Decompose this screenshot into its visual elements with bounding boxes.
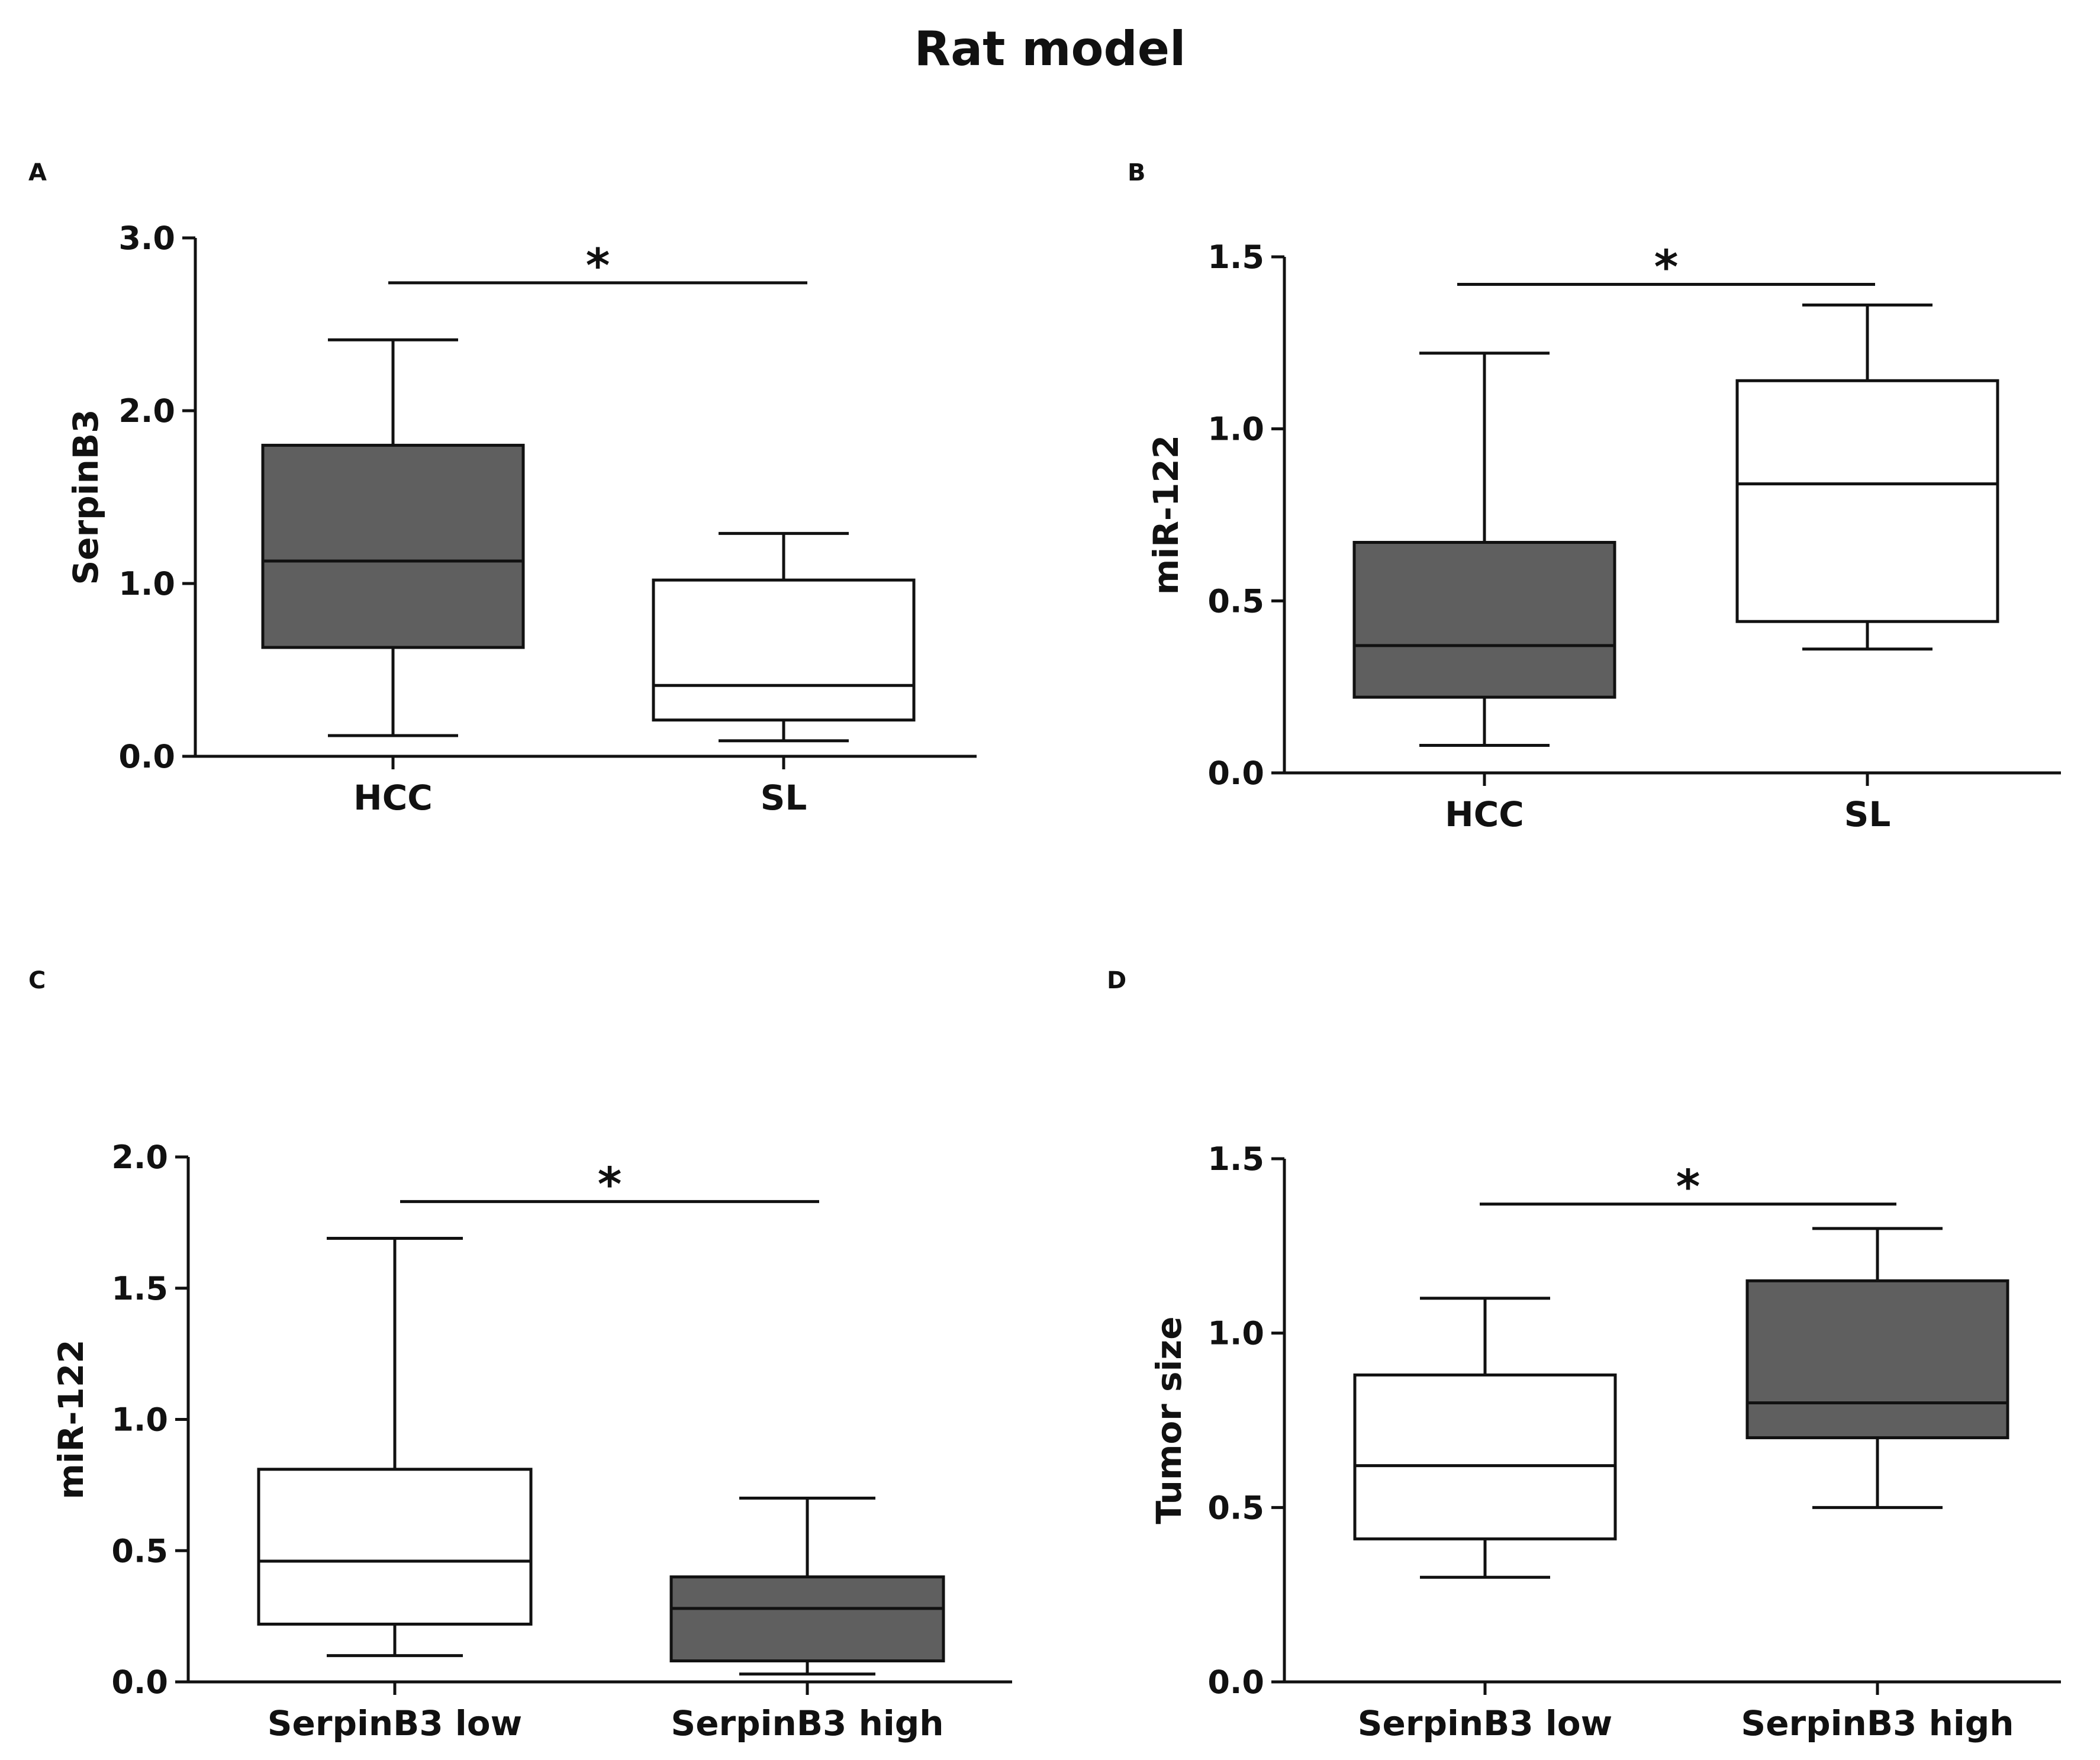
box-serpinb3-low [257, 1236, 533, 1658]
box-iqr [669, 1575, 945, 1663]
panel-a: A 0.0 1.0 2.0 3.0 SerpinB3 HCC SL * [28, 159, 977, 818]
panel-c: C 0.0 0.5 1.0 1.5 2.0 miR-122 SerpinB3 low Serpi… [28, 967, 1012, 1743]
x-tick-label: SL [761, 778, 807, 818]
y-tick-label: 0.0 [1207, 1664, 1264, 1701]
y-tick-label: 3.0 [118, 220, 175, 257]
figure-title: Rat model [914, 21, 1186, 76]
panel-b: B 0.0 0.5 1.0 1.5 miR-122 HCC SL * [1128, 159, 2061, 834]
box-iqr [1745, 1279, 2009, 1439]
panel-letter: D [1107, 967, 1126, 994]
y-tick-label: 0.0 [1207, 755, 1264, 792]
panel-letter: A [28, 159, 47, 186]
x-tick-label: HCC [1445, 794, 1524, 834]
box-sl [652, 531, 916, 743]
y-tick-label: 1.0 [111, 1401, 168, 1439]
box-iqr [1352, 541, 1616, 699]
panel-letter: B [1128, 159, 1146, 186]
y-tick-label: 1.5 [1207, 238, 1264, 276]
y-tick-label: 1.0 [1207, 411, 1264, 448]
x-tick-label: SerpinB3 low [268, 1703, 522, 1743]
box-sl [1735, 303, 1999, 651]
y-tick-label: 1.0 [118, 565, 175, 602]
y-tick-label: 2.0 [118, 392, 175, 430]
y-axis-label: Tumor size [1149, 1316, 1189, 1524]
y-tick-label: 1.5 [111, 1270, 168, 1307]
significance-star: * [1676, 1161, 1700, 1214]
y-tick-label: 2.0 [111, 1139, 168, 1176]
y-tick-label: 1.5 [1207, 1140, 1264, 1178]
x-tick-label: SerpinB3 high [671, 1703, 943, 1743]
panel-d: D 0.0 0.5 1.0 1.5 Tumor size SerpinB3 low Serpi… [1107, 967, 2061, 1743]
box-serpinb3-high [669, 1497, 945, 1676]
box-hcc [261, 338, 525, 737]
x-tick-label: HCC [353, 778, 433, 818]
y-axis-label: miR-122 [1146, 435, 1186, 595]
significance-star: * [598, 1158, 622, 1211]
y-tick-label: 0.0 [111, 1664, 168, 1701]
y-tick-label: 0.5 [1207, 1489, 1264, 1526]
significance-star: * [1654, 241, 1679, 295]
box-iqr [257, 1468, 533, 1626]
panels: A 0.0 1.0 2.0 3.0 SerpinB3 HCC SL * B 0.0 0.5 1.0 1.5… [28, 159, 2061, 1743]
box-serpinb3-high [1745, 1227, 2009, 1509]
x-tick-label: SerpinB3 high [1741, 1703, 2014, 1743]
panel-letter: C [28, 967, 46, 994]
y-axis-label: SerpinB3 [66, 410, 106, 585]
y-tick-label: 1.0 [1207, 1315, 1264, 1352]
box-iqr [261, 443, 525, 649]
box-iqr [1735, 379, 1999, 623]
box-iqr [1353, 1373, 1617, 1540]
y-axis-label: miR-122 [51, 1339, 91, 1499]
y-tick-label: 0.5 [111, 1532, 168, 1569]
x-tick-label: SL [1844, 794, 1891, 834]
y-tick-label: 0.5 [1207, 582, 1264, 620]
significance-star: * [586, 240, 610, 293]
box-serpinb3-low [1353, 1297, 1617, 1579]
y-tick-label: 0.0 [118, 738, 175, 775]
x-tick-label: SerpinB3 low [1358, 1703, 1612, 1743]
box-hcc [1352, 352, 1616, 747]
box-iqr [652, 578, 916, 722]
